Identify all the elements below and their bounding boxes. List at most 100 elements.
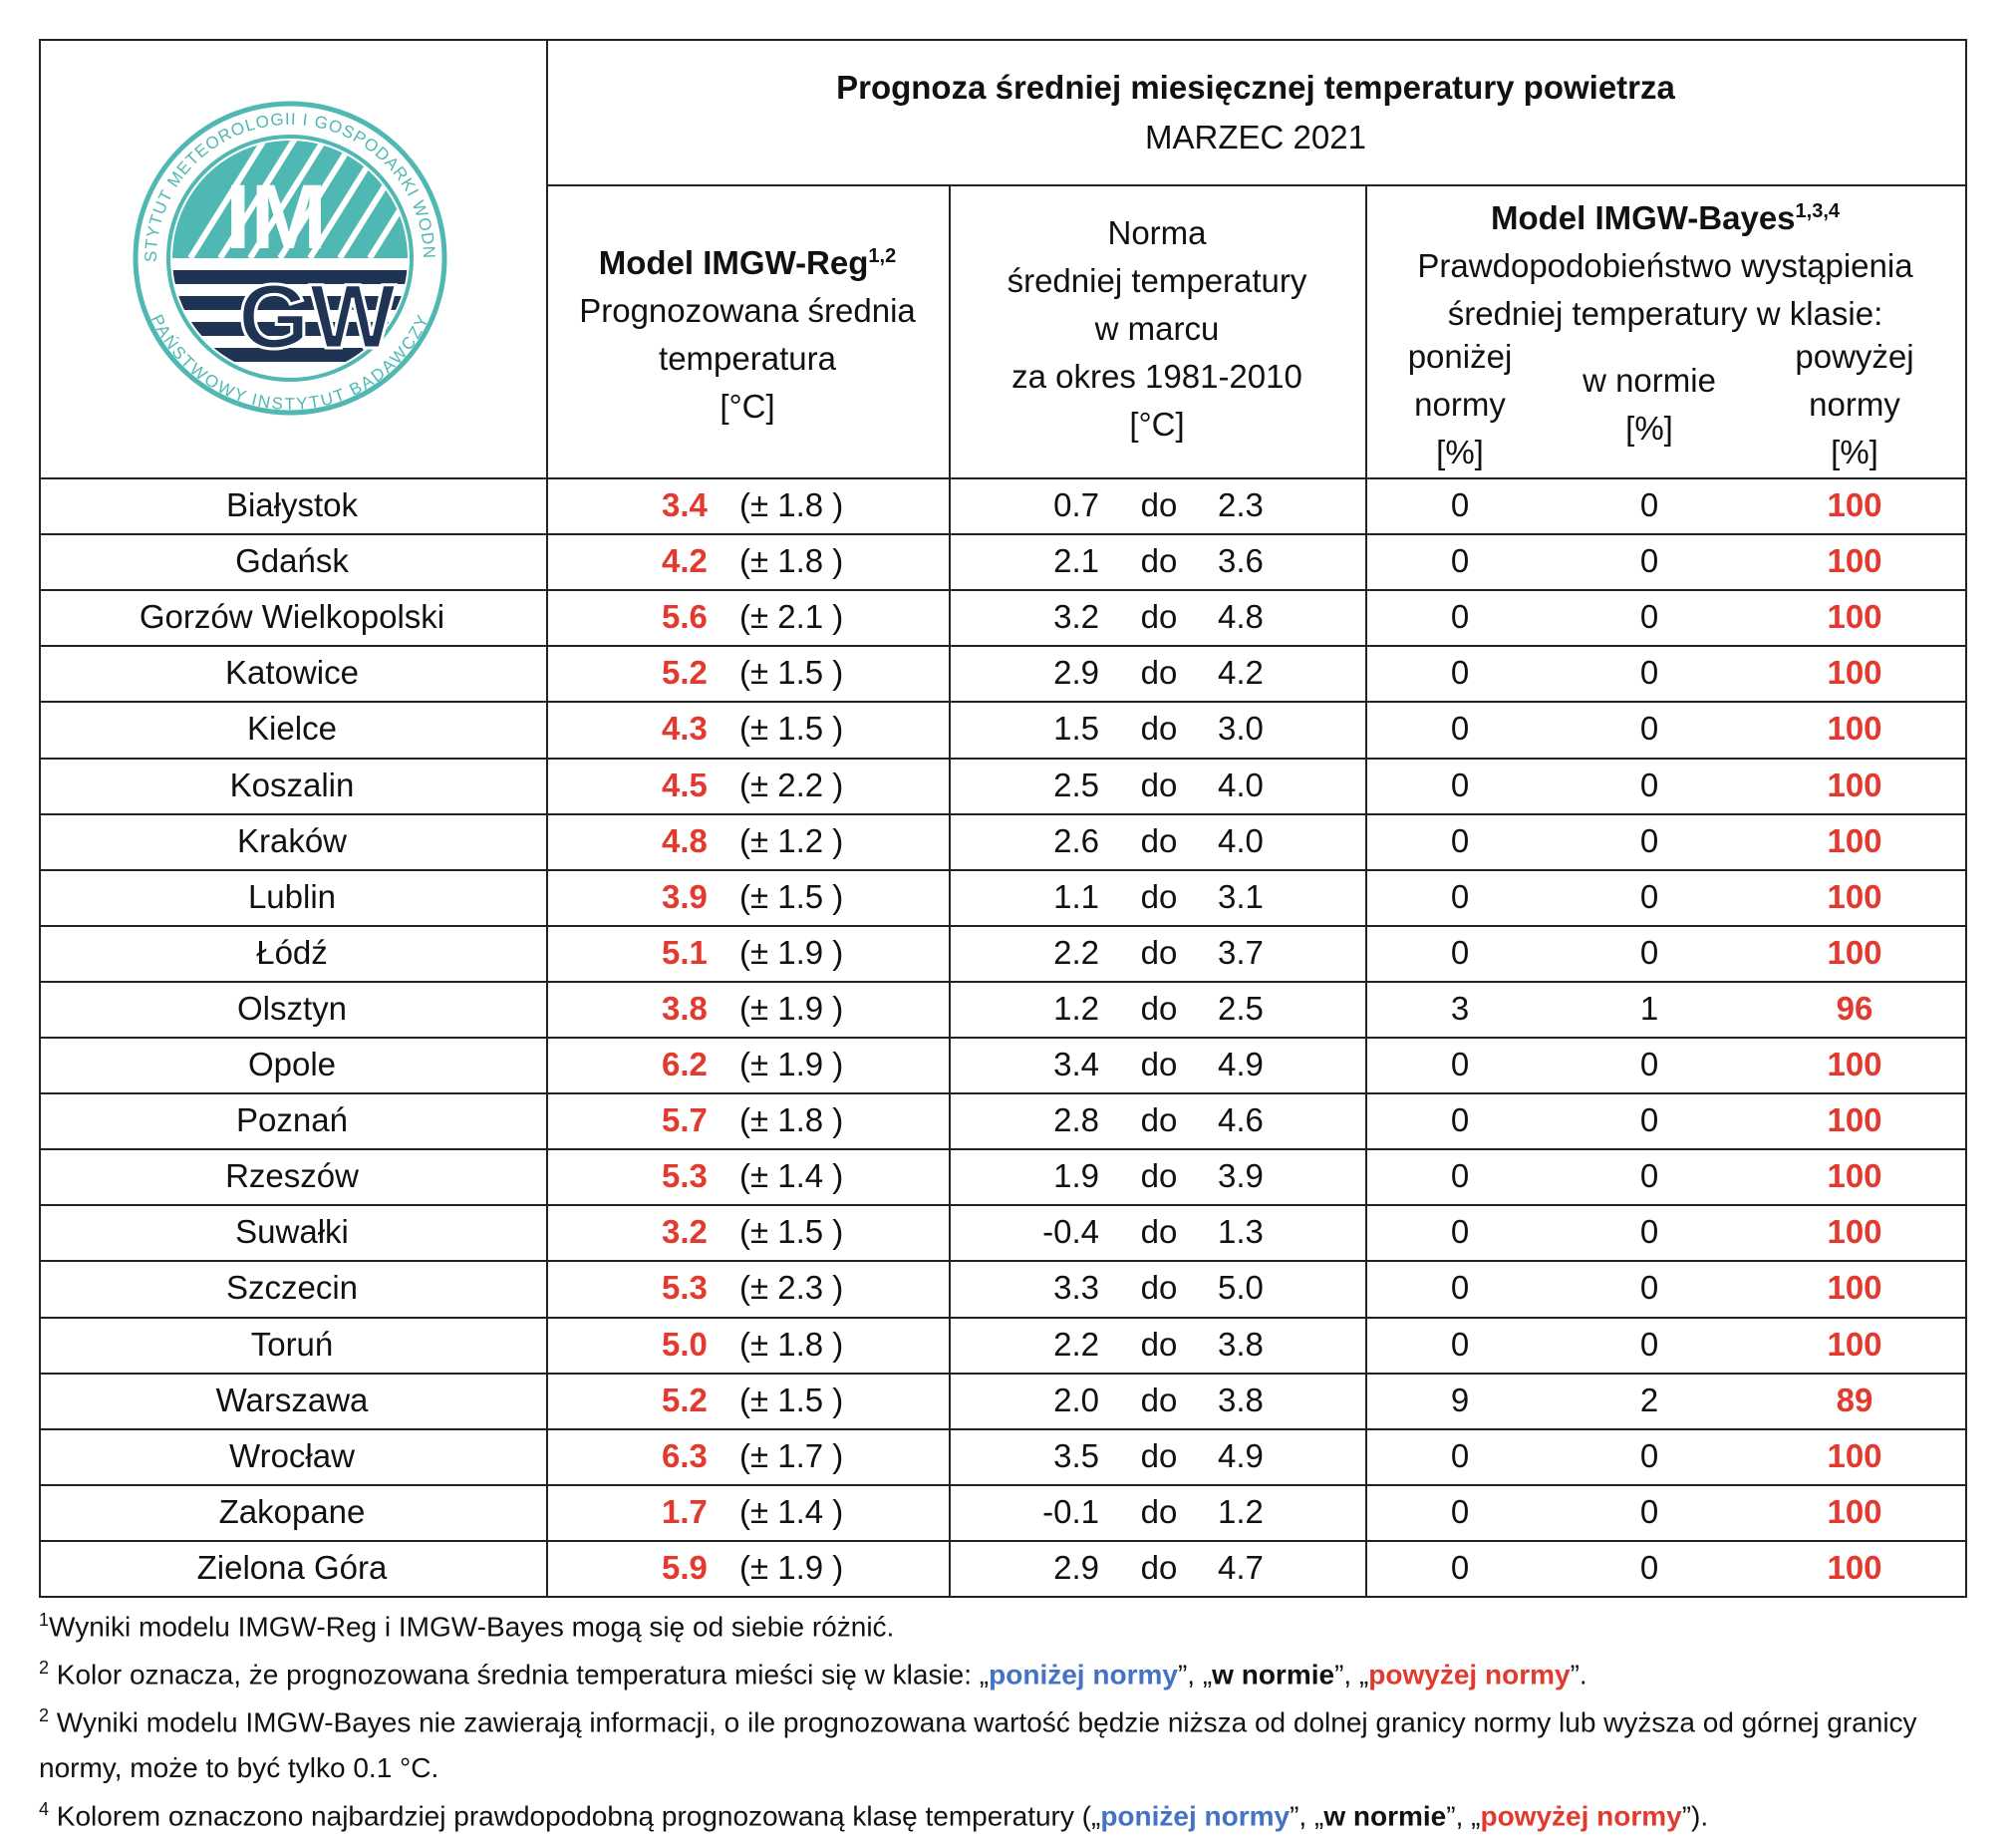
prob-above: 89 [1836, 1382, 1873, 1418]
sub-line: [%] [1625, 410, 1673, 447]
prob-normal: 1 [1639, 990, 1659, 1027]
footnote-mark: 2 [39, 1658, 50, 1678]
norm-line: w marcu [1094, 310, 1220, 347]
norm-line: za okres 1981-2010 [1011, 358, 1302, 395]
norm-low: 2.9 [1053, 1549, 1099, 1586]
norm-low: 2.0 [1053, 1382, 1099, 1418]
prob-above: 96 [1836, 990, 1873, 1027]
norm-line: Norma [1107, 214, 1207, 251]
reg-title-row: Model IMGW-Reg1,2 [546, 232, 949, 287]
footnote: 1Wyniki modelu IMGW-Reg i IMGW-Bayes mog… [39, 1597, 2007, 1650]
norm-low: 2.9 [1053, 654, 1099, 691]
norm-sep: do [1140, 710, 1178, 747]
norm-sep: do [1140, 542, 1178, 579]
city: Toruń [250, 1326, 334, 1363]
spread: (± 2.1 ) [739, 598, 844, 635]
footnote-text: Wyniki modelu IMGW-Bayes nie zawierają i… [39, 1706, 1917, 1784]
forecast: 6.3 [662, 1437, 708, 1474]
rule [39, 645, 1967, 647]
forecast: 5.9 [662, 1549, 708, 1586]
forecast: 5.3 [662, 1157, 708, 1194]
prob-above: 100 [1827, 542, 1882, 579]
prob-above: 100 [1827, 1157, 1882, 1194]
reg-header: Model IMGW-Reg1,2 Prognozowana średnia t… [546, 232, 949, 431]
rule [546, 184, 1967, 186]
prob-above: 100 [1827, 1549, 1882, 1586]
forecast: 5.2 [662, 1382, 708, 1418]
prob-above: 100 [1827, 1437, 1882, 1474]
rule [39, 1204, 1967, 1206]
norm-sep: do [1140, 654, 1178, 691]
city: Zakopane [218, 1493, 366, 1530]
norm-sep: do [1140, 1101, 1178, 1138]
prob-normal: 0 [1639, 1549, 1659, 1586]
norm-high: 4.6 [1218, 1101, 1264, 1138]
norm-low: 3.3 [1053, 1269, 1099, 1306]
norm-sep: do [1140, 934, 1178, 971]
spread: (± 1.9 ) [739, 1549, 844, 1586]
city: Kielce [247, 710, 337, 747]
norm-high: 3.7 [1218, 934, 1264, 971]
prob-below: 0 [1450, 1101, 1470, 1138]
city: Zielona Góra [196, 1549, 388, 1586]
norm-low: 2.6 [1053, 822, 1099, 859]
forecast: 6.2 [662, 1046, 708, 1082]
norm-high: 4.9 [1218, 1437, 1264, 1474]
prob-below: 0 [1450, 934, 1470, 971]
norm-low: 3.4 [1053, 1046, 1099, 1082]
spread: (± 1.4 ) [739, 1157, 844, 1194]
sub-line: powyżej [1795, 338, 1914, 375]
rule [39, 1037, 1967, 1039]
norm-low: 3.5 [1053, 1437, 1099, 1474]
forecast: 5.6 [662, 598, 708, 635]
spread: (± 1.2 ) [739, 822, 844, 859]
footnote-below: poniżej normy [989, 1659, 1178, 1691]
norm-sep: do [1140, 878, 1178, 915]
norm-sep: do [1140, 1437, 1178, 1474]
norm-low: 2.5 [1053, 767, 1099, 803]
prob-below: 0 [1450, 598, 1470, 635]
rule [39, 1260, 1967, 1262]
norm-high: 3.9 [1218, 1157, 1264, 1194]
norm-high: 3.1 [1218, 878, 1264, 915]
prob-below: 3 [1450, 990, 1470, 1027]
norm-sep: do [1140, 1493, 1178, 1530]
rule [546, 39, 548, 1596]
norm-low: -0.4 [1042, 1213, 1099, 1250]
rule [39, 758, 1967, 760]
norm-sep: do [1140, 767, 1178, 803]
rule [39, 701, 1967, 703]
rule [39, 1540, 1967, 1542]
prob-normal: 0 [1639, 1269, 1659, 1306]
footnote: 4 Kolorem oznaczono najbardziej prawdopo… [39, 1786, 2007, 1839]
norm-sep: do [1140, 1046, 1178, 1082]
rule [1965, 39, 1967, 1596]
prob-below: 0 [1450, 654, 1470, 691]
logo-line1: IM [225, 166, 327, 268]
rule [39, 589, 1967, 591]
norm-sep: do [1140, 1549, 1178, 1586]
city: Poznań [236, 1101, 348, 1138]
sub-line: [%] [1436, 434, 1484, 470]
prob-normal: 0 [1639, 878, 1659, 915]
rule [39, 981, 1967, 983]
forecast: 3.4 [662, 486, 708, 523]
reg-line: temperatura [659, 340, 836, 377]
spread: (± 1.8 ) [739, 542, 844, 579]
forecast: 5.0 [662, 1326, 708, 1363]
sub-line: normy [1414, 386, 1506, 423]
footnote-normal: w normie [1323, 1800, 1447, 1832]
reg-sup: 1,2 [868, 245, 897, 267]
norm-high: 4.7 [1218, 1549, 1264, 1586]
city: Suwałki [235, 1213, 349, 1250]
footnote-mark: 2 [39, 1705, 50, 1725]
forecast: 3.8 [662, 990, 708, 1027]
sub-above: powyżej normy [%] [1774, 333, 1935, 476]
norm-low: 1.2 [1053, 990, 1099, 1027]
prob-below: 0 [1450, 1213, 1470, 1250]
norm-low: 1.1 [1053, 878, 1099, 915]
prob-below: 0 [1450, 1157, 1470, 1194]
forecast: 4.2 [662, 542, 708, 579]
spread: (± 2.2 ) [739, 767, 844, 803]
footnote-text: ”. [1570, 1659, 1587, 1691]
